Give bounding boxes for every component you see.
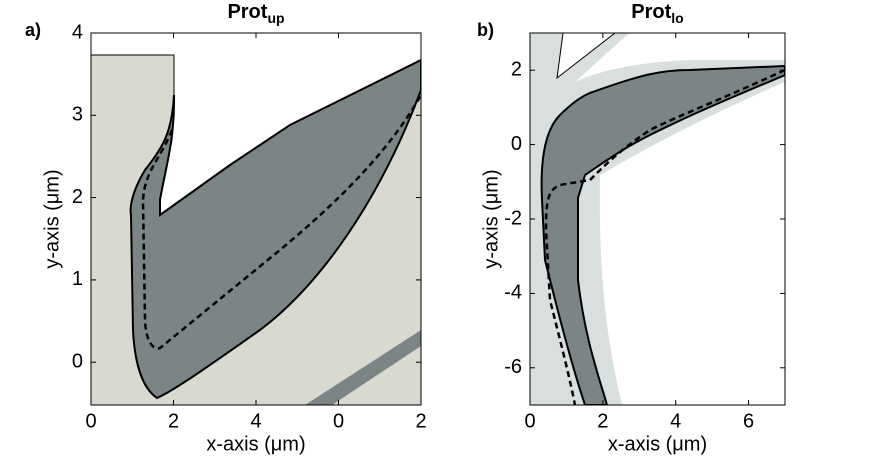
void-region bbox=[575, 33, 785, 82]
y-axis-label: y-axis (μm) bbox=[41, 169, 63, 268]
title-main: Prot bbox=[227, 1, 267, 23]
x-tick-label: 4 bbox=[670, 410, 681, 432]
y-tick-label: 1 bbox=[72, 268, 83, 290]
y-tick-label: 0 bbox=[72, 350, 83, 372]
x-tick-label: 0 bbox=[333, 410, 344, 432]
y-tick-label: -2 bbox=[504, 207, 522, 229]
title-subscript: up bbox=[267, 10, 284, 26]
void-region bbox=[599, 82, 785, 405]
dashed-line bbox=[141, 94, 421, 350]
panel-label: b) bbox=[477, 20, 494, 40]
panel-label: a) bbox=[25, 20, 41, 40]
y-tick-label: 4 bbox=[72, 21, 83, 43]
y-tick-label: 3 bbox=[72, 104, 83, 126]
void-region bbox=[556, 33, 616, 80]
y-tick-label: -4 bbox=[504, 282, 522, 304]
chart-title: Protup bbox=[227, 1, 284, 25]
x-tick-label: 6 bbox=[743, 410, 754, 432]
chart-title: Protlo bbox=[631, 1, 683, 25]
y-tick-label: -6 bbox=[504, 356, 522, 378]
x-tick-label: 2 bbox=[597, 410, 608, 432]
x-tick-label: 0 bbox=[85, 410, 96, 432]
y-tick-label: 0 bbox=[511, 133, 522, 155]
y-tick-label: 2 bbox=[72, 186, 83, 208]
x-tick-label: 4 bbox=[250, 410, 261, 432]
x-axis-label: x-axis (μm) bbox=[608, 433, 707, 455]
x-axis-label: x-axis (μm) bbox=[206, 433, 305, 455]
dark-region bbox=[129, 58, 421, 400]
dark-region bbox=[305, 330, 421, 405]
title-subscript: lo bbox=[671, 10, 683, 26]
x-tick-label: 0 bbox=[524, 410, 535, 432]
dashed-line bbox=[544, 68, 785, 405]
x-tick-label: 2 bbox=[168, 410, 179, 432]
y-axis-label: y-axis (μm) bbox=[480, 169, 502, 268]
y-tick-label: 2 bbox=[511, 58, 522, 80]
x-tick-label: 2 bbox=[415, 410, 426, 432]
title-main: Prot bbox=[631, 1, 671, 23]
panel-a-regions bbox=[91, 33, 421, 405]
panel-b-regions bbox=[530, 33, 785, 405]
